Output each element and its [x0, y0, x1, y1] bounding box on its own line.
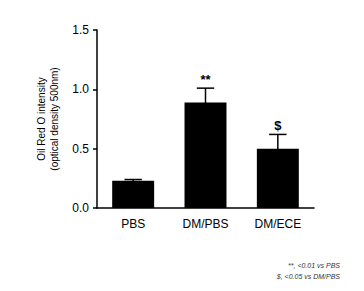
svg-text:**: ** — [200, 72, 211, 87]
svg-text:DM/PBS: DM/PBS — [182, 217, 228, 231]
svg-text:**, <0.01 vs PBS: **, <0.01 vs PBS — [288, 262, 340, 269]
svg-text:Oil Red O intensity: Oil Red O intensity — [36, 77, 47, 160]
svg-text:$: $ — [274, 118, 282, 133]
svg-text:DM/ECE: DM/ECE — [254, 217, 301, 231]
svg-text:PBS: PBS — [121, 217, 145, 231]
svg-text:1.0: 1.0 — [72, 82, 89, 96]
svg-text:$, <0.05 vs DM/PBS: $, <0.05 vs DM/PBS — [276, 273, 341, 280]
svg-text:(optical density 500nm): (optical density 500nm) — [49, 67, 60, 170]
svg-text:0.5: 0.5 — [72, 142, 89, 156]
svg-text:1.5: 1.5 — [72, 23, 89, 37]
svg-text:0.0: 0.0 — [72, 201, 89, 215]
